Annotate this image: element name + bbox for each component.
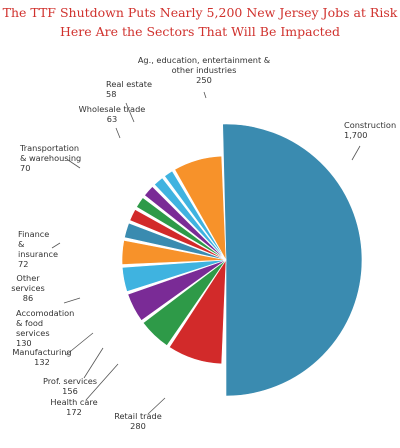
pie-slice-8	[136, 197, 227, 261]
leader-line-3-0	[83, 347, 104, 379]
slice-label-2: Health care 172	[50, 397, 97, 417]
slice-label-7: Finance & insurance 72	[18, 229, 58, 269]
slice-label-line: other industries	[172, 65, 237, 75]
slice-value-label: 86	[23, 293, 33, 303]
slice-label-line: Construction	[344, 120, 396, 130]
pie-slice-11	[164, 170, 227, 261]
leader-line-5-0	[63, 297, 81, 304]
pie-slice-3	[127, 259, 227, 321]
leader-line-4-0	[65, 332, 94, 356]
slice-value-label: 250	[196, 75, 212, 85]
slice-value-label: 58	[106, 89, 116, 99]
slice-label-0: Construction 1,700	[344, 120, 396, 140]
pie-slice-2	[142, 259, 227, 347]
leader-line-11-0	[125, 102, 135, 123]
slice-label-9: Transportation & warehousing 70	[19, 143, 81, 173]
slice-label-line: Transportation	[19, 143, 79, 153]
pie-slice-10	[154, 177, 227, 261]
slice-value-label: 1,700	[344, 130, 367, 140]
pie-slice-4	[121, 259, 227, 292]
leader-line-2-0	[85, 363, 119, 401]
slice-value-label: 63	[107, 114, 117, 124]
pie-slice-0	[222, 123, 363, 397]
slice-label-line: Manufacturing	[12, 347, 71, 357]
chart-subtitle: Here Are the Sectors That Will Be Impact…	[60, 24, 340, 39]
slice-value-label: 72	[18, 259, 28, 269]
leader-line-0-0	[351, 145, 361, 161]
slice-label-3: Prof. services 156	[43, 376, 97, 396]
slice-label-line: Ag., education, entertainment &	[138, 55, 271, 65]
slice-label-line: insurance	[18, 249, 58, 259]
slice-label-line: & warehousing	[20, 153, 81, 163]
slice-value-label: 156	[62, 386, 78, 396]
slice-label-4: Manufacturing 132	[12, 347, 71, 367]
slice-value-label: 280	[130, 421, 146, 431]
slice-label-10: Wholesale trade 63	[79, 104, 146, 124]
pie-slice-5	[121, 240, 227, 265]
slice-value-label: 130	[16, 338, 32, 348]
slice-label-line: Prof. services	[43, 376, 97, 386]
slice-label-line: Other	[16, 273, 40, 283]
slice-label-11: Real estate 58	[106, 79, 152, 99]
slice-label-line: Wholesale trade	[79, 104, 146, 114]
slice-label-line: services	[16, 328, 50, 338]
slice-value-label: 172	[66, 407, 82, 417]
leader-line-12-0	[203, 91, 207, 99]
pie-slice-12	[174, 155, 227, 261]
pie-slice-1	[168, 258, 227, 365]
slice-label-12: Ag., education, entertainment & other ind…	[138, 55, 271, 85]
slice-label-line: Retail trade	[114, 411, 162, 421]
pie-slice-6	[124, 222, 227, 261]
leader-line-1-0	[147, 397, 166, 415]
slice-label-1: Retail trade 280	[114, 411, 162, 431]
leader-line-10-0	[115, 127, 121, 139]
slice-label-line: Health care	[50, 397, 97, 407]
slice-label-line: services	[11, 283, 45, 293]
slice-value-label: 132	[34, 357, 50, 367]
slice-label-5: Accomodation & food services 130	[16, 308, 74, 348]
chart-title: The TTF Shutdown Puts Nearly 5,200 New J…	[2, 5, 398, 20]
slice-label-line: Finance	[18, 229, 49, 239]
slice-label-line: Accomodation	[16, 308, 74, 318]
slice-label-line: Real estate	[106, 79, 152, 89]
slice-label-line: & food	[16, 318, 43, 328]
leader-line-7-0	[51, 242, 61, 249]
leader-line-9-0	[67, 159, 81, 169]
pie-slice-9	[144, 186, 227, 261]
slice-label-6: Other services 86	[11, 273, 45, 303]
slice-value-label: 70	[20, 163, 30, 173]
slice-label-line: &	[18, 239, 25, 249]
pie-slice-7	[129, 209, 227, 261]
